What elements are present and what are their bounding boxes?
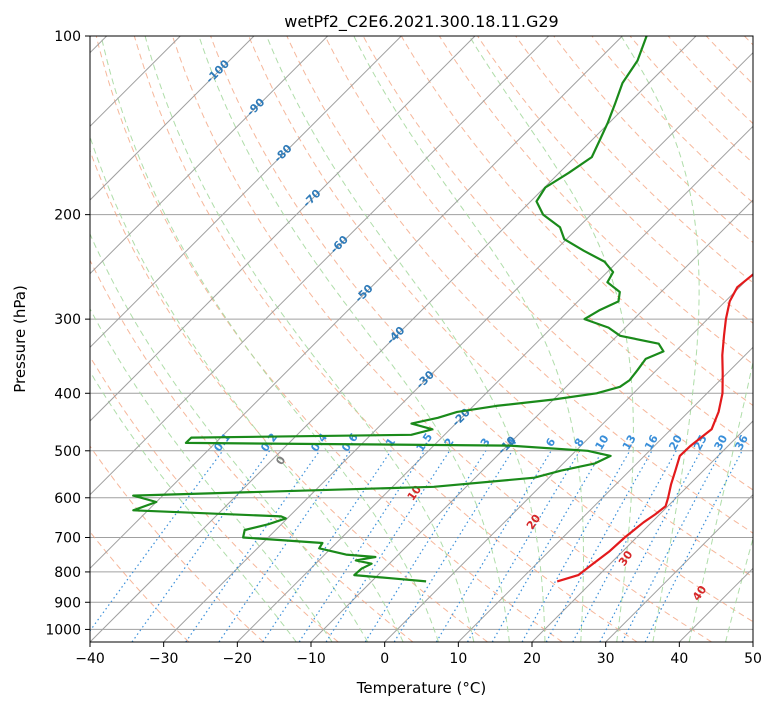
isotherm-line (236, 125, 753, 642)
dry-adiabat (286, 36, 753, 534)
y-axis-label: Pressure (hPa) (11, 285, 29, 393)
moist-adiabat (90, 135, 404, 642)
x-tick-label: 40 (670, 651, 688, 667)
x-tick-label: 0 (380, 651, 389, 667)
dry-adiabat (438, 36, 753, 365)
moist-adiabat (90, 232, 369, 642)
mixing-ratio-line (393, 450, 513, 642)
dry-adiabat (553, 36, 753, 244)
isotherm-line (90, 36, 623, 570)
mixing-ratio-line (262, 450, 392, 642)
moist-adiabat (620, 36, 700, 642)
y-tick-label: 1000 (45, 622, 81, 638)
moist-adiabat (725, 536, 753, 642)
isotherm-line (90, 36, 329, 275)
isotherm-line (457, 346, 753, 642)
dry-adiabat (95, 36, 563, 642)
isotherm-line (384, 272, 753, 642)
plot-area: 0.1 0.2 0.4 0.6 1 1.5 2 3 4 6 8 10 13 16 20 25 30 36-100-… (90, 36, 753, 642)
isotherm-line (90, 36, 402, 349)
dry-adiabat (90, 259, 414, 642)
dry-adiabat (133, 36, 638, 642)
mixing-ratio-line (325, 450, 451, 642)
moist-adiabat (90, 307, 333, 642)
isotherm-line (90, 36, 550, 496)
mixing-ratio-line (364, 450, 487, 642)
x-tick-label: 10 (449, 651, 467, 667)
mixing-ratio-line (298, 450, 426, 642)
moist-adiabat (198, 36, 510, 642)
mixing-ratio-line (466, 450, 581, 642)
y-tick-label: 800 (54, 565, 81, 581)
x-tick-label: −30 (149, 651, 179, 667)
moist-adiabat (353, 36, 584, 642)
y-tick-label: 600 (54, 491, 81, 507)
isotherm-line (90, 36, 255, 201)
mixing-ratio-line (185, 450, 321, 642)
isotherm-line (531, 420, 753, 642)
dry-adiabat (248, 36, 753, 578)
mixing-ratio-line (435, 450, 552, 642)
chart-title: wetPf2_C2E6.2021.300.18.11.G29 (284, 12, 558, 32)
y-tick-label: 400 (54, 386, 81, 402)
x-tick-label: −40 (75, 651, 105, 667)
y-tick-label: 200 (54, 208, 81, 224)
y-axis: 100 200 300 400 500 600 700 800 900 1000 (45, 29, 90, 638)
mixing-ratio-line (572, 450, 677, 642)
isotherm-line (605, 493, 753, 642)
isotherm-line (163, 51, 753, 642)
moist-adiabat (90, 370, 297, 642)
dry-adiabat (400, 36, 753, 407)
dewpoint-profile (132, 36, 665, 583)
mixing-ratio-label: 36 (732, 432, 751, 452)
x-tick-label: 30 (597, 651, 615, 667)
dry-adiabat (90, 445, 264, 642)
dry-adiabat (629, 36, 753, 164)
x-axis: −40 −30 −20 −10 0 10 20 30 40 50 (75, 642, 762, 667)
mixing-ratio-label: 25 (691, 433, 710, 453)
plot-frame (89, 35, 754, 643)
moist-adiabat (100, 36, 439, 642)
y-tick-label: 900 (54, 595, 81, 611)
y-tick-label: 300 (54, 312, 81, 328)
x-tick-label: 50 (744, 651, 762, 667)
dry-adiabat (171, 36, 712, 642)
isotherm-line (90, 36, 697, 642)
temperature-profile (556, 273, 753, 583)
y-tick-label: 700 (54, 531, 81, 547)
moist-adiabat (266, 36, 546, 642)
y-tick-label: 100 (54, 29, 81, 45)
moist-adiabat (468, 36, 634, 642)
dry-adiabat (90, 149, 488, 642)
mixing-ratio-line (218, 450, 351, 642)
moist-adiabat (688, 359, 753, 642)
dry-adiabat (591, 36, 753, 204)
x-axis-label: Temperature (°C) (356, 679, 486, 697)
x-tick-label: −20 (223, 651, 253, 667)
moist-adiabat (144, 36, 475, 642)
x-tick-label: 20 (523, 651, 541, 667)
isotherm-line (90, 36, 476, 422)
dry-adiabat (476, 36, 753, 324)
mixing-ratio-line (599, 450, 702, 642)
dry-adiabat (362, 36, 753, 449)
isotherm-line (310, 199, 753, 642)
x-tick-label: −10 (296, 651, 326, 667)
y-tick-label: 500 (54, 444, 81, 460)
